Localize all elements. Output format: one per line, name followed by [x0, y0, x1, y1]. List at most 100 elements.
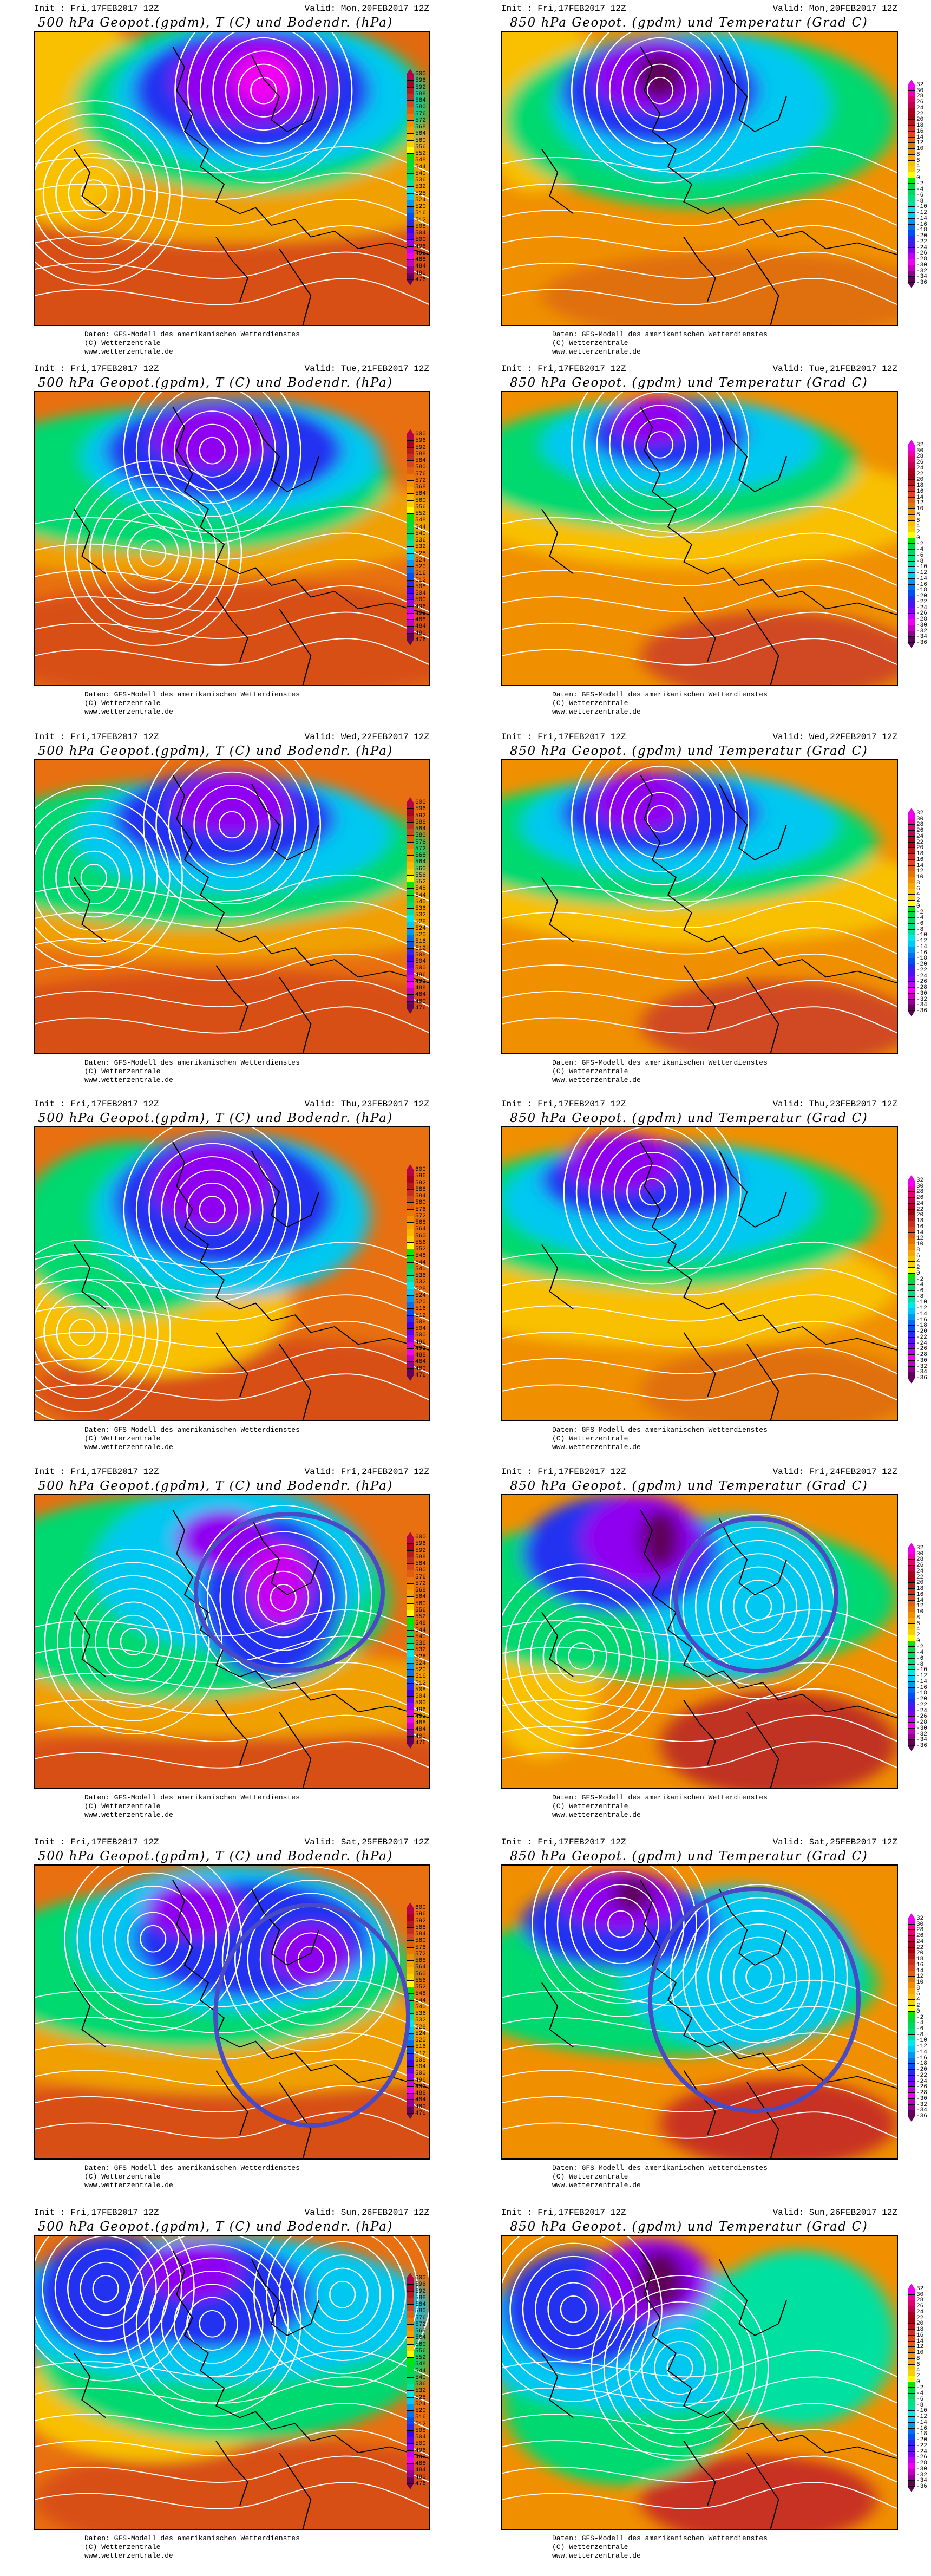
colorbar-tick-label: 504: [415, 2434, 426, 2441]
colorbar-segment: [908, 865, 915, 872]
footer-website-link[interactable]: www.wetterzentrale.de: [84, 2181, 173, 2189]
isobar-contour: [64, 460, 242, 646]
colorbar-tick-label: 16: [916, 1223, 924, 1230]
colorbar-tick-label: 512: [415, 1680, 426, 1687]
footer-website-link[interactable]: www.wetterzentrale.de: [552, 2181, 641, 2189]
footer-website-link[interactable]: www.wetterzentrale.de: [84, 2552, 173, 2560]
colorbar-segment: [908, 532, 915, 538]
isobar-contour: [140, 1925, 167, 1953]
footer-website-link[interactable]: www.wetterzentrale.de: [84, 708, 173, 716]
colorbar-segment: [908, 2376, 915, 2382]
footer-website-link[interactable]: www.wetterzentrale.de: [84, 1443, 173, 1451]
footer-website-link[interactable]: www.wetterzentrale.de: [552, 1076, 641, 1084]
isobar-contour: [42, 824, 145, 931]
colorbar-segment: [407, 633, 414, 640]
colorbar-tick-label: -24: [916, 2448, 927, 2455]
colorbar-segment: [908, 1623, 915, 1630]
colorbar-tick-label: 596: [415, 1541, 426, 1548]
colorbar-segment: [908, 1681, 915, 1688]
colorbar-segment: [407, 454, 414, 461]
colorbar-tick-label: 588: [415, 2294, 426, 2301]
isobar-contour: [35, 1266, 146, 1399]
footer-website-link[interactable]: www.wetterzentrale.de: [84, 348, 173, 356]
coastline: [541, 46, 897, 325]
colorbar-segment: [407, 2338, 414, 2345]
colorbar-tick-label: 580: [415, 1938, 426, 1945]
colorbar-tick-label: -12: [916, 1305, 927, 1312]
weather-map: [34, 391, 430, 686]
colorbar-segment: [407, 1730, 414, 1737]
colorbar-tick-label: 0: [916, 1638, 920, 1645]
colorbar-segment: [407, 1980, 414, 1987]
isobar-contour: [127, 526, 179, 581]
map-title: 500 hPa Geopot.(gpdm), T (C) und Bodendr…: [38, 2220, 393, 2234]
footer-website-link[interactable]: www.wetterzentrale.de: [552, 348, 641, 356]
isobar-contour: [173, 1169, 251, 1250]
footer-line: Daten: GFS-Modell des amerikanischen Wet…: [84, 1794, 300, 1802]
footer-website-link[interactable]: www.wetterzentrale.de: [552, 1811, 641, 1819]
colorbar-tick-label: 14: [916, 494, 924, 501]
colorbar-segment: [407, 580, 414, 587]
colorbar-tick-label: 520: [415, 2408, 426, 2415]
colorbar-tick-label: 476: [415, 277, 426, 283]
isobar-contour: [588, 1127, 716, 1258]
isobar-contour: [35, 146, 429, 174]
footer-website-link[interactable]: www.wetterzentrale.de: [84, 1811, 173, 1819]
weather-map-image: [35, 760, 429, 1053]
colorbar-tick-label: -14: [916, 1678, 927, 1685]
colorbar-segment: [407, 2073, 414, 2081]
colorbar-tick-label: 532: [415, 1279, 426, 1286]
colorbar-top-arrow: [407, 69, 414, 74]
colorbar-tick-label: -10: [916, 932, 927, 939]
colorbar-tick-label: 0: [916, 174, 920, 181]
isobar-contour: [35, 611, 429, 639]
colorbar-tick-label: 484: [415, 2097, 426, 2104]
colorbar-segment: [908, 2081, 915, 2088]
colorbar-tick-label: -6: [916, 552, 924, 559]
isobar-contour: [199, 2310, 226, 2338]
colorbar-segment: [908, 1227, 915, 1233]
colorbar-tick-label: 492: [415, 610, 426, 617]
isobar-contour: [502, 559, 897, 586]
colorbar-tick-label: 24: [916, 105, 924, 112]
colorbar-tick-label: 552: [415, 151, 426, 158]
footer-website-link[interactable]: www.wetterzentrale.de: [84, 1076, 173, 1084]
colorbar-tick-label: -26: [916, 979, 927, 986]
colorbar-segment: [908, 1554, 915, 1560]
colorbar-tick-label: -30: [916, 1725, 927, 1732]
colorbar-tick-label: 508: [415, 2057, 426, 2064]
footer-line: (C) Wetterzentrale: [84, 2543, 161, 2551]
colorbar-tick-label: -4: [916, 546, 924, 553]
isobar-contour: [35, 798, 171, 957]
colorbar-tick-label: 14: [916, 862, 924, 869]
footer-website-link[interactable]: www.wetterzentrale.de: [552, 2552, 641, 2560]
colorbar-tick-label: -4: [916, 1649, 924, 1657]
colorbar-tick-label: 26: [916, 827, 924, 834]
colorbar-tick-label: 556: [415, 1607, 426, 1614]
isobar-contour: [57, 1562, 210, 1721]
colorbar-segment: [407, 935, 414, 942]
colorbar-segment: [407, 915, 414, 922]
colorbar-segment: [908, 230, 915, 237]
footer-website-link[interactable]: www.wetterzentrale.de: [552, 708, 641, 716]
isobar-contour: [504, 1576, 658, 1736]
colorbar-t850: [908, 1543, 915, 1751]
footer-line: (C) Wetterzentrale: [84, 2173, 161, 2181]
isobar-contour: [206, 798, 258, 852]
colorbar-tick-label: 544: [415, 524, 426, 531]
weather-map-image: [35, 392, 429, 685]
isobar-contour: [148, 392, 276, 517]
isobar-contour: [502, 2429, 897, 2457]
colorbar-segment: [908, 1606, 915, 1613]
colorbar-segment: [908, 2457, 915, 2464]
coastline: [73, 1142, 429, 1420]
isobar-contour: [148, 2257, 276, 2390]
init-time-label: Init : Fri,17FEB2017 12Z: [34, 2208, 159, 2218]
colorbar-tick-label: -2: [916, 540, 924, 547]
colorbar-segment: [407, 2377, 414, 2384]
isobar-contour: [89, 1872, 217, 2005]
footer-website-link[interactable]: www.wetterzentrale.de: [552, 1443, 641, 1451]
colorbar-tick-label: -4: [916, 2390, 924, 2397]
colorbar-segment: [908, 2405, 915, 2411]
colorbar-tick-label: -2: [916, 1276, 924, 1283]
